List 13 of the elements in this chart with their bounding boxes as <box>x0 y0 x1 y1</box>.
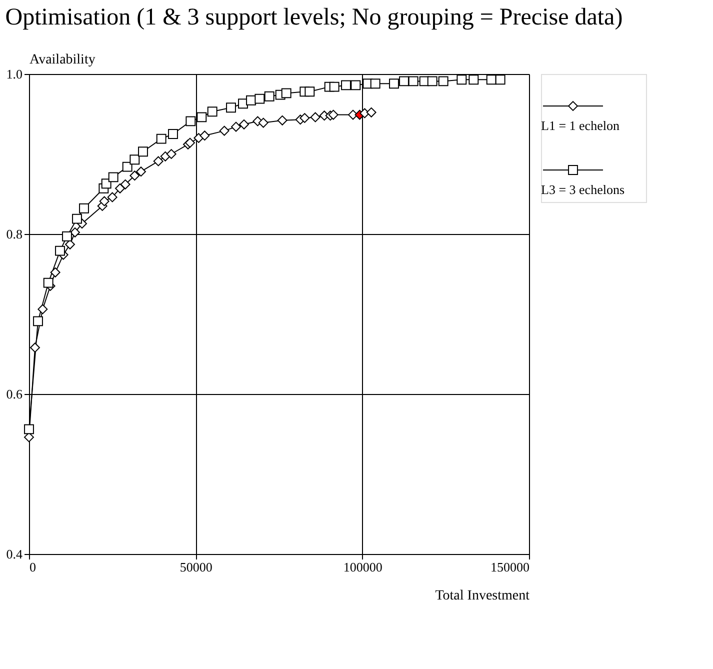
legend-label: L3 = 3 echelons <box>541 182 625 197</box>
y-tick-label: 0.8 <box>6 226 22 242</box>
x-tick-label: 50000 <box>180 560 212 574</box>
legend-label: L1 = 1 echelon <box>541 118 620 133</box>
y-tick-label: 0.6 <box>6 386 23 402</box>
y-tick-label: 1.0 <box>6 66 22 82</box>
x-tick-label: 100000 <box>343 560 382 574</box>
x-tick-label: 0 <box>30 560 36 574</box>
y-tick-label: 0.4 <box>6 546 23 562</box>
x-axis-title: Total Investment <box>435 588 530 604</box>
x-tick-label: 150000 <box>490 560 530 574</box>
y-axis-title: Availability <box>30 52 96 68</box>
chart-title: Optimisation (1 & 3 support levels; No grouping = Precise data) <box>5 4 623 30</box>
